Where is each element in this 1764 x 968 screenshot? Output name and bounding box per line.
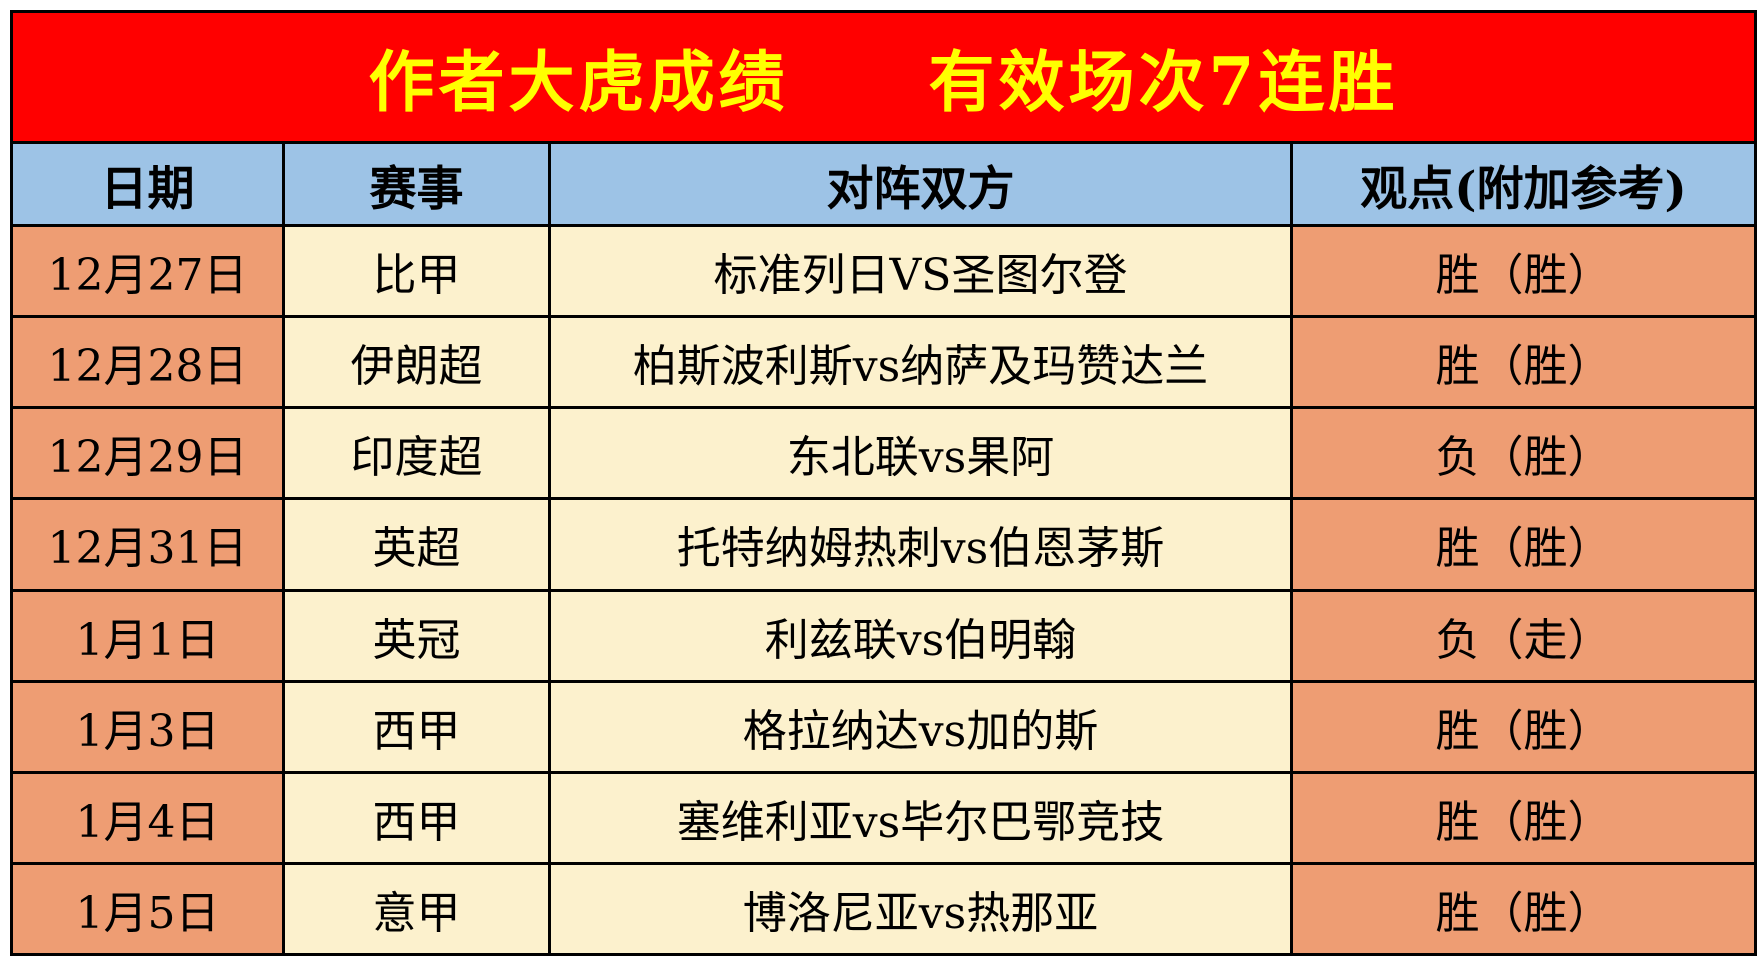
table-row: 1月5日 意甲 博洛尼亚vs热那亚 胜（胜）: [10, 861, 1757, 957]
table-row: 12月29日 印度超 东北联vs果阿 负（胜）: [10, 406, 1757, 501]
table-row: 1月4日 西甲 塞维利亚vs毕尔巴鄂竞技 胜（胜）: [10, 770, 1757, 865]
result-cell: 胜（胜）: [1290, 679, 1757, 774]
result-cell: 胜（胜）: [1290, 223, 1757, 319]
banner-title: 作者大虎成绩 有效场次7连胜: [10, 10, 1757, 144]
league-cell: 英超: [282, 497, 551, 592]
date-cell: 1月5日: [10, 861, 285, 957]
col-header-date: 日期: [10, 141, 285, 227]
date-cell: 12月28日: [10, 315, 285, 410]
table-row: 1月1日 英冠 利兹联vs伯明翰 负（走）: [10, 588, 1757, 683]
result-cell: 负（走）: [1290, 588, 1757, 683]
banner-row: 作者大虎成绩 有效场次7连胜: [10, 10, 1757, 144]
table-row: 1月3日 西甲 格拉纳达vs加的斯 胜（胜）: [10, 679, 1757, 774]
match-cell: 东北联vs果阿: [548, 406, 1293, 501]
col-header-result: 观点(附加参考): [1290, 141, 1757, 227]
league-cell: 印度超: [282, 406, 551, 501]
league-cell: 伊朗超: [282, 315, 551, 410]
result-cell: 负（胜）: [1290, 406, 1757, 501]
table-row: 12月28日 伊朗超 柏斯波利斯vs纳萨及玛赞达兰 胜（胜）: [10, 315, 1757, 410]
league-cell: 西甲: [282, 679, 551, 774]
date-cell: 12月31日: [10, 497, 285, 592]
match-cell: 标准列日VS圣图尔登: [548, 223, 1293, 319]
league-cell: 西甲: [282, 770, 551, 865]
league-cell: 比甲: [282, 223, 551, 319]
table-header-row: 日期 赛事 对阵双方 观点(附加参考): [10, 141, 1757, 227]
date-cell: 12月27日: [10, 223, 285, 319]
league-cell: 英冠: [282, 588, 551, 683]
result-cell: 胜（胜）: [1290, 861, 1757, 957]
match-cell: 博洛尼亚vs热那亚: [548, 861, 1293, 957]
match-cell: 塞维利亚vs毕尔巴鄂竞技: [548, 770, 1293, 865]
table-row: 12月31日 英超 托特纳姆热刺vs伯恩茅斯 胜（胜）: [10, 497, 1757, 592]
result-cell: 胜（胜）: [1290, 315, 1757, 410]
match-cell: 柏斯波利斯vs纳萨及玛赞达兰: [548, 315, 1293, 410]
match-cell: 利兹联vs伯明翰: [548, 588, 1293, 683]
results-table: 作者大虎成绩 有效场次7连胜 日期 赛事 对阵双方 观点(附加参考) 12月27…: [10, 10, 1757, 957]
league-cell: 意甲: [282, 861, 551, 957]
col-header-league: 赛事: [282, 141, 551, 227]
date-cell: 1月3日: [10, 679, 285, 774]
date-cell: 12月29日: [10, 406, 285, 501]
result-cell: 胜（胜）: [1290, 770, 1757, 865]
date-cell: 1月1日: [10, 588, 285, 683]
result-cell: 胜（胜）: [1290, 497, 1757, 592]
col-header-match: 对阵双方: [548, 141, 1293, 227]
match-cell: 托特纳姆热刺vs伯恩茅斯: [548, 497, 1293, 592]
match-cell: 格拉纳达vs加的斯: [548, 679, 1293, 774]
date-cell: 1月4日: [10, 770, 285, 865]
table-row: 12月27日 比甲 标准列日VS圣图尔登 胜（胜）: [10, 223, 1757, 319]
